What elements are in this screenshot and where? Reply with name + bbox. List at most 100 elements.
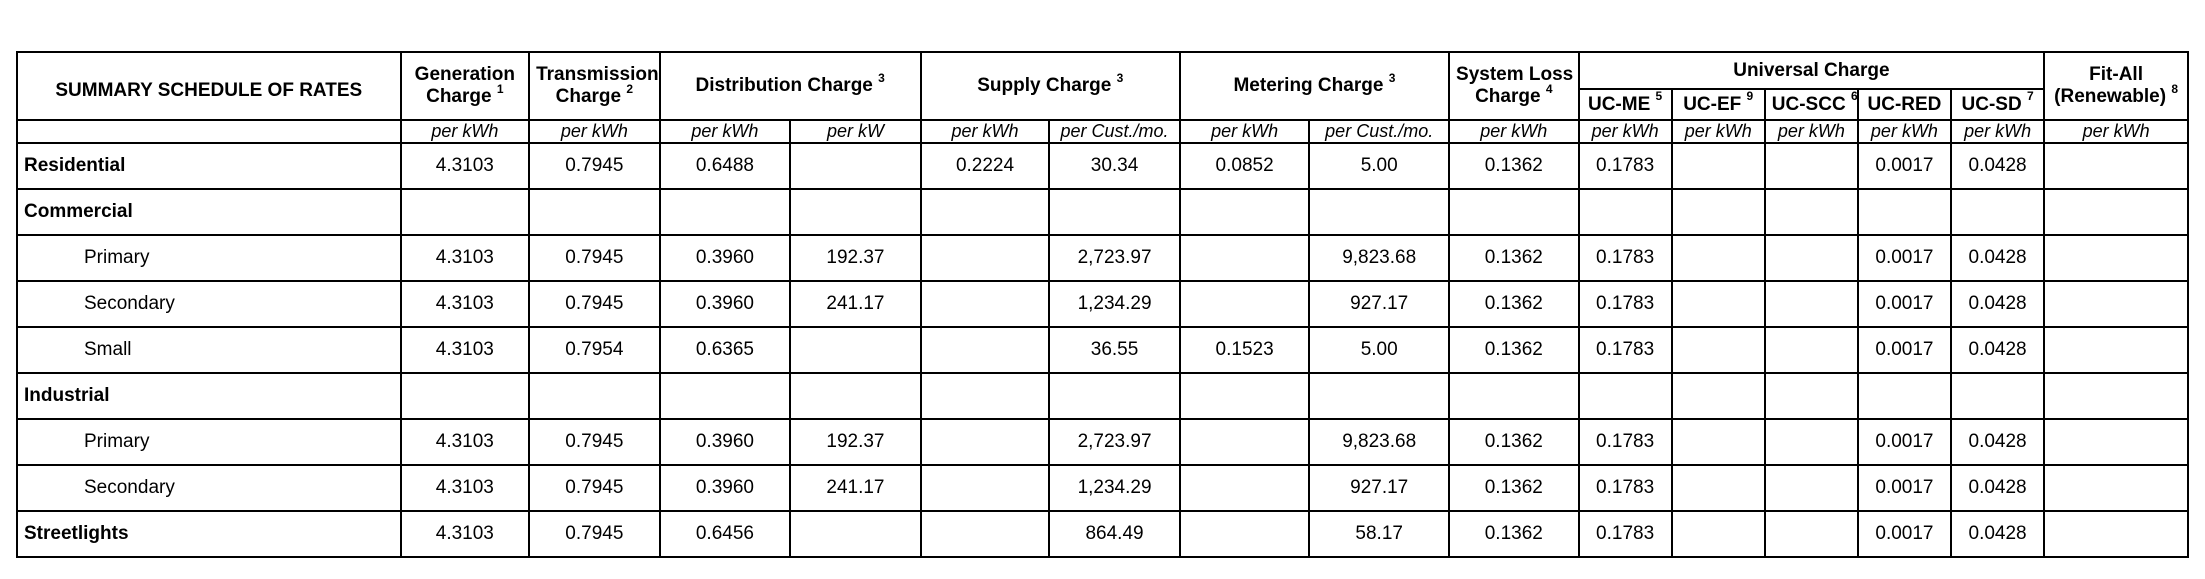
rate-cell (1448, 372, 1580, 420)
rate-cell (919, 188, 1051, 236)
header-uc-sd: UC-SD 7 (1949, 88, 2046, 121)
row-label: Secondary (16, 280, 402, 328)
rate-cell: 2,723.97 (1048, 418, 1181, 466)
rate-cell (1670, 234, 1766, 282)
header-uc-ef-label: UC-EF (1683, 93, 1742, 115)
header-supply: Supply Charge 3 (919, 51, 1181, 121)
rate-cell: 0.0017 (1856, 234, 1953, 282)
header-system-loss-line1: System Loss (1456, 64, 1574, 85)
row-label: Industrial (16, 372, 402, 420)
rate-cell (919, 418, 1051, 466)
units-row: per kWh per kWh per kWh per kW per kWh p… (16, 119, 2189, 144)
table-row: Commercial (16, 188, 2189, 236)
rate-cell: 0.3960 (658, 280, 792, 328)
row-label: Primary (16, 418, 402, 466)
header-distribution-label: Distribution Charge (695, 75, 873, 96)
rate-cell: 0.6365 (658, 326, 792, 374)
rate-cell: 0.1783 (1577, 234, 1673, 282)
footnote-marker: 6 (1850, 89, 1858, 104)
rate-cell: 0.0017 (1856, 142, 1953, 190)
unit-cell: per kWh (528, 119, 661, 144)
header-uc-me: UC-ME 5 (1577, 88, 1673, 121)
rate-cell: 0.1362 (1448, 464, 1580, 512)
rate-cell (1178, 510, 1311, 558)
rate-cell: 4.3103 (399, 326, 531, 374)
rate-cell (1763, 188, 1859, 236)
rate-cell: 927.17 (1308, 280, 1451, 328)
header-distribution: Distribution Charge 3 (658, 51, 922, 121)
rate-cell (1577, 188, 1673, 236)
row-label: Commercial (16, 188, 402, 236)
footnote-marker: 2 (626, 81, 634, 96)
rate-cell (2043, 234, 2189, 282)
corner-title: SUMMARY SCHEDULE OF RATES (55, 80, 363, 101)
rate-cell: 0.7945 (528, 234, 661, 282)
rate-cell (1670, 372, 1766, 420)
table-row: Industrial (16, 372, 2189, 420)
rate-cell (789, 510, 922, 558)
rate-cell (1763, 372, 1859, 420)
rate-cell: 0.7945 (528, 418, 661, 466)
unit-cell: per kW (789, 119, 922, 144)
footnote-marker: 5 (1655, 89, 1663, 104)
rate-cell (1178, 418, 1311, 466)
rate-cell (2043, 326, 2189, 374)
unit-cell: per kWh (919, 119, 1051, 144)
rate-cell: 0.7954 (528, 326, 661, 374)
header-uc-me-label: UC-ME (1587, 93, 1651, 115)
table-row: Secondary 4.3103 0.7945 0.3960 241.17 1,234.2… (16, 280, 2189, 328)
rate-cell (1670, 326, 1766, 374)
header-system-loss: System Loss Charge 4 (1448, 51, 1580, 121)
rate-cell: 1,234.29 (1048, 464, 1181, 512)
footnote-marker: 1 (496, 81, 504, 96)
rate-cell: 0.0017 (1856, 280, 1953, 328)
rate-cell: 0.0428 (1949, 142, 2046, 190)
rate-cell: 0.7945 (528, 464, 661, 512)
unit-cell: per kWh (1178, 119, 1311, 144)
header-uc-scc-label: UC-SCC (1771, 93, 1846, 115)
rate-cell: 36.55 (1048, 326, 1181, 374)
header-metering-label: Metering Charge (1233, 75, 1384, 96)
rate-cell (1048, 188, 1181, 236)
header-uc-ef: UC-EF 9 (1670, 88, 1766, 121)
rate-cell (1308, 188, 1451, 236)
rate-cell: 4.3103 (399, 510, 531, 558)
rate-cell: 4.3103 (399, 234, 531, 282)
rate-cell: 4.3103 (399, 142, 531, 190)
unit-cell: per kWh (1577, 119, 1673, 144)
rate-cell: 0.0428 (1949, 234, 2046, 282)
rate-cell (1763, 464, 1859, 512)
header-generation-line1: Generation (414, 64, 515, 85)
unit-cell: per kWh (399, 119, 531, 144)
table-row: Streetlights 4.3103 0.7945 0.6456 864.49 58.1… (16, 510, 2189, 558)
rate-cell: 0.0017 (1856, 418, 1953, 466)
rate-cell: 0.0428 (1949, 464, 2046, 512)
rate-cell (658, 188, 792, 236)
rate-cell: 0.1362 (1448, 280, 1580, 328)
rate-cell: 9,823.68 (1308, 234, 1451, 282)
row-label: Small (16, 326, 402, 374)
rate-cell (1856, 188, 1953, 236)
rate-cell (919, 510, 1051, 558)
rate-cell: 0.0428 (1949, 326, 2046, 374)
rate-cell: 5.00 (1308, 142, 1451, 190)
rate-cell (1670, 142, 1766, 190)
row-label: Primary (16, 234, 402, 282)
rate-cell (919, 372, 1051, 420)
header-uc-red: UC-RED (1856, 88, 1953, 121)
rate-cell: 4.3103 (399, 280, 531, 328)
footnote-marker: 9 (1746, 89, 1754, 104)
row-label: Streetlights (16, 510, 402, 558)
rate-cell: 2,723.97 (1048, 234, 1181, 282)
rate-cell: 241.17 (789, 280, 922, 328)
rate-cell: 0.1783 (1577, 510, 1673, 558)
rate-cell: 192.37 (789, 234, 922, 282)
header-transmission-line1: Transmission (536, 64, 659, 85)
header-transmission-line2: Charge (555, 86, 622, 107)
rate-cell: 0.0428 (1949, 510, 2046, 558)
header-metering: Metering Charge 3 (1178, 51, 1451, 121)
rate-cell (1670, 510, 1766, 558)
rate-cell (2043, 372, 2189, 420)
rate-cell (919, 280, 1051, 328)
